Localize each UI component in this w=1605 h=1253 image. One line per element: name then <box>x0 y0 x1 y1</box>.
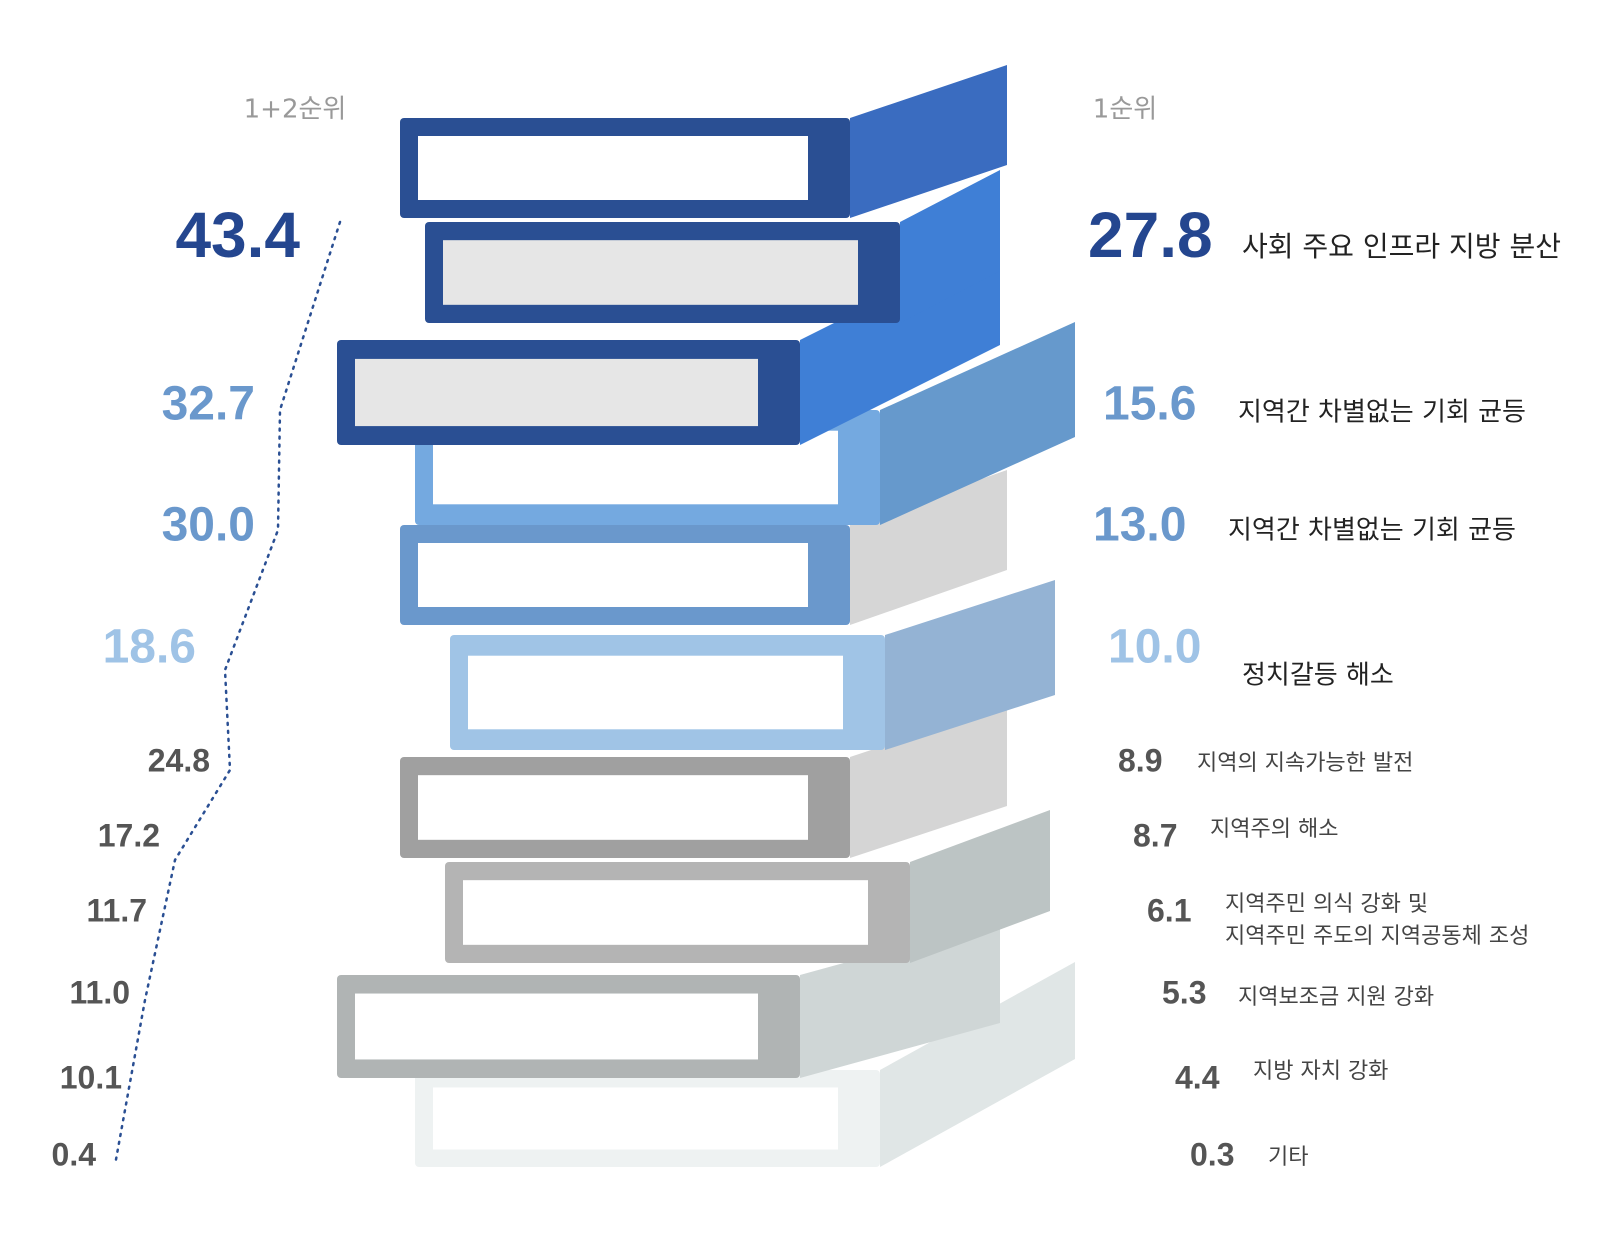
rank1-value: 0.3 <box>1190 1136 1234 1172</box>
rank12-value: 10.1 <box>60 1059 122 1095</box>
item-label: 지역간 차별없는 기회 균등 <box>1228 516 1516 546</box>
book-side <box>850 705 1007 858</box>
rank12-value: 0.4 <box>52 1136 97 1172</box>
book-side <box>880 962 1075 1167</box>
rank1-value: 4.4 <box>1175 1059 1220 1095</box>
rank12-value: 43.4 <box>175 199 300 271</box>
book-pages <box>468 655 843 730</box>
dotted-connector <box>113 220 342 1167</box>
rank1-value: 5.3 <box>1162 974 1206 1010</box>
rank12-value: 24.8 <box>148 742 210 778</box>
book-pages <box>443 240 858 305</box>
book-pages <box>418 543 808 607</box>
rank12-value: 30.0 <box>162 499 255 552</box>
rank12-value: 18.6 <box>103 621 196 674</box>
book-pages <box>463 880 868 945</box>
book-side <box>885 580 1055 750</box>
book-pages <box>433 1087 838 1150</box>
rank1-value: 27.8 <box>1088 199 1213 271</box>
book-side <box>850 470 1007 625</box>
item-label: 지역보조금 지원 강화 <box>1238 985 1434 1010</box>
book-stack <box>337 65 1075 1167</box>
book-pages <box>418 136 808 200</box>
item-label: 정치갈등 해소 <box>1242 661 1394 691</box>
rank1-value: 10.0 <box>1108 621 1201 674</box>
item-label: 지역주민 주도의 지역공동체 조성 <box>1225 924 1529 949</box>
item-label: 기타 <box>1268 1145 1308 1170</box>
rank1-value: 15.6 <box>1103 378 1196 431</box>
rank1-value: 8.7 <box>1133 817 1177 853</box>
book-side <box>900 170 1000 323</box>
rank1-value: 13.0 <box>1093 499 1186 552</box>
item-label: 지역주의 해소 <box>1210 817 1338 842</box>
book-side <box>880 322 1075 525</box>
rank1-value: 8.9 <box>1118 742 1162 778</box>
item-label: 지역주민 의식 강화 및 <box>1225 892 1428 917</box>
book-pages <box>355 993 758 1060</box>
item-label: 지방 자치 강화 <box>1253 1059 1388 1084</box>
rank12-value: 17.2 <box>98 817 160 853</box>
book-pages <box>355 358 758 427</box>
item-label: 사회 주요 인프라 지방 분산 <box>1242 230 1561 263</box>
right-header: 1순위 <box>1093 95 1157 125</box>
book-side <box>800 920 1000 1078</box>
rank12-value: 32.7 <box>162 378 255 431</box>
left-header: 1+2순위 <box>244 95 347 125</box>
item-label: 지역간 차별없는 기회 균등 <box>1238 398 1526 428</box>
book-side <box>850 65 1007 218</box>
rank12-value: 11.0 <box>69 974 130 1010</box>
item-label: 지역의 지속가능한 발전 <box>1197 751 1413 776</box>
rank12-value: 11.7 <box>86 892 147 928</box>
rank1-value: 6.1 <box>1147 892 1191 928</box>
book-pages <box>418 775 808 840</box>
book-side <box>910 810 1050 963</box>
